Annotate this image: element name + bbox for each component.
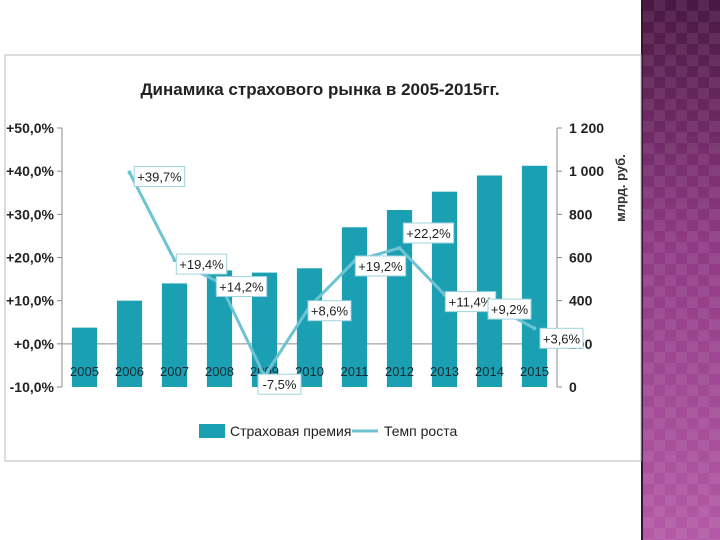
growth-label-box	[354, 255, 407, 277]
growth-label: +19,2%	[358, 259, 403, 274]
growth-label: +9,2%	[491, 302, 529, 317]
right-tick-label: 1 200	[569, 120, 604, 136]
bar-2006	[116, 300, 143, 387]
growth-label: +39,7%	[137, 169, 182, 184]
right-axis-label: млрд. руб.	[613, 154, 628, 222]
left-tick-label: +0,0%	[14, 336, 55, 352]
growth-point-2007	[172, 258, 177, 263]
bar-2013	[431, 191, 458, 387]
legend-label-premium: Страховая премия	[230, 423, 351, 439]
left-tick-label: +10,0%	[6, 293, 54, 309]
bar-2010	[296, 268, 323, 387]
growth-label: -7,5%	[263, 377, 297, 392]
left-tick-label: -10,0%	[10, 379, 55, 395]
category-label: 2008	[205, 364, 234, 379]
left-tick-label: +40,0%	[6, 163, 54, 179]
category-label: 2010	[295, 364, 324, 379]
category-label: 2014	[475, 364, 504, 379]
growth-label-box	[175, 253, 228, 275]
left-tick-label: +30,0%	[6, 206, 54, 222]
growth-label-box	[133, 165, 186, 187]
category-label: 2013	[430, 364, 459, 379]
growth-label: +22,2%	[406, 226, 451, 241]
category-label: 2005	[70, 364, 99, 379]
growth-label-box	[257, 373, 302, 395]
category-label: 2015	[520, 364, 549, 379]
right-tick-label: 0	[569, 379, 577, 395]
right-tick-label: 400	[569, 293, 593, 309]
growth-label: +3,6%	[543, 331, 581, 346]
left-tick-label: +20,0%	[6, 250, 54, 266]
growth-label: +8,6%	[311, 304, 349, 319]
legend-swatch-bar	[199, 424, 225, 438]
legend-label-growth: Темп роста	[384, 423, 457, 439]
bar-2005	[71, 327, 98, 387]
growth-point-2006	[127, 170, 132, 175]
right-tick-label: 800	[569, 206, 593, 222]
category-label: 2012	[385, 364, 414, 379]
bar-2007	[161, 283, 188, 387]
right-tick-label: 600	[569, 250, 593, 266]
growth-label: +14,2%	[219, 280, 264, 295]
growth-point-2012	[397, 246, 402, 251]
category-label: 2007	[160, 364, 189, 379]
right-tick-label: 1 000	[569, 163, 604, 179]
growth-label-box	[402, 222, 455, 244]
bar-2015	[521, 165, 548, 387]
growth-label-box	[215, 276, 268, 298]
growth-label-box	[539, 327, 584, 349]
growth-label: +11,4%	[449, 295, 493, 310]
category-label: 2006	[115, 364, 144, 379]
bar-2014	[476, 175, 503, 387]
growth-label: +19,4%	[179, 257, 224, 272]
growth-label-box	[487, 298, 532, 320]
decorative-side-panel	[641, 0, 720, 540]
category-label: 2011	[341, 364, 369, 379]
growth-label-box	[307, 300, 352, 322]
chart-title: Динамика страхового рынка в 2005-2015гг.	[140, 80, 499, 99]
left-tick-label: +50,0%	[6, 120, 54, 136]
growth-point-2015	[532, 326, 537, 331]
